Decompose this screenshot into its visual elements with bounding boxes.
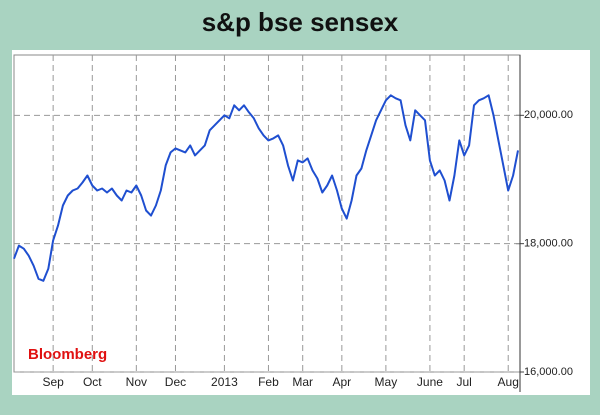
data-line: [13, 94, 519, 282]
x-tick-label: Nov: [126, 375, 147, 389]
x-tick-label: June: [417, 375, 443, 389]
x-tick-label: Apr: [333, 375, 352, 389]
x-tick-label: Dec: [165, 375, 186, 389]
x-tick-label: May: [375, 375, 398, 389]
y-tick-label: 16,000.00: [524, 366, 573, 378]
source-label: Bloomberg: [28, 346, 107, 363]
x-tick-label: 2013: [211, 375, 238, 389]
x-tick-label: Mar: [292, 375, 313, 389]
y-tick-label: 18,000.00: [524, 238, 573, 250]
panel: [12, 50, 590, 395]
chart-title: s&p bse sensex: [202, 7, 399, 37]
x-tick-label: Oct: [83, 375, 102, 389]
x-tick-label: Feb: [258, 375, 279, 389]
x-tick-label: Aug: [498, 375, 519, 389]
x-tick-label: Jul: [457, 375, 472, 389]
x-tick-label: Sep: [42, 375, 64, 389]
y-tick-label: 20,000.00: [524, 109, 573, 121]
